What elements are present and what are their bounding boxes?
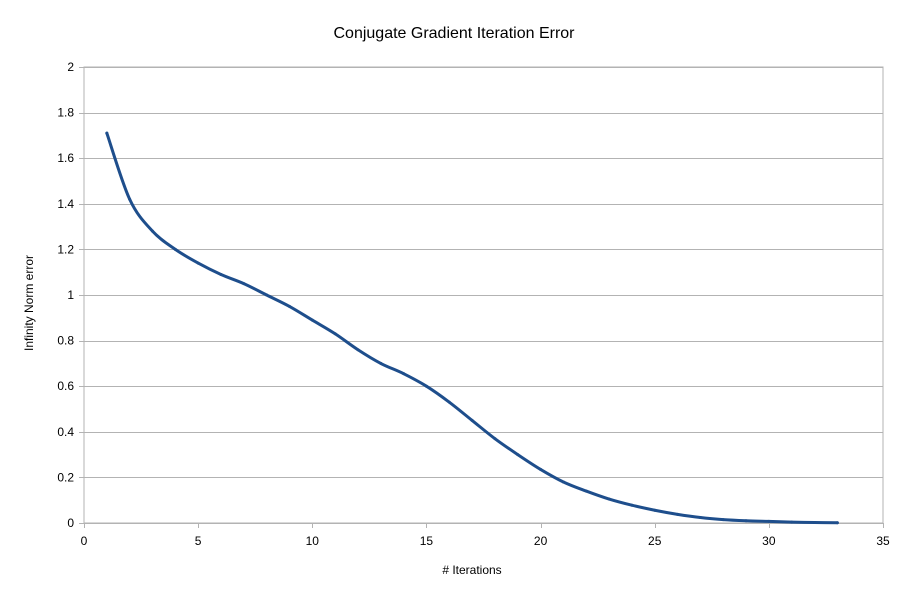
x-tick-label: 10 [306, 534, 320, 548]
x-tick-label: 0 [81, 534, 88, 548]
data-point [128, 197, 132, 201]
y-tick-label: 2 [67, 60, 74, 74]
data-point [516, 453, 520, 457]
y-tick-label: 0.6 [57, 379, 74, 393]
series-line [105, 131, 839, 525]
grid-layer [84, 67, 883, 524]
data-point [196, 261, 200, 265]
data-point [813, 521, 817, 525]
data-point [242, 282, 246, 286]
y-tick-label: 0 [67, 516, 74, 530]
data-point [333, 332, 337, 336]
data-point [470, 418, 474, 422]
x-tick-label: 5 [195, 534, 202, 548]
data-point [105, 131, 109, 135]
y-tick-label: 0.4 [57, 425, 74, 439]
x-tick-label: 35 [876, 534, 890, 548]
data-point [630, 503, 634, 507]
data-point [287, 304, 291, 308]
data-point [835, 521, 839, 525]
y-tick-label: 0.2 [57, 470, 74, 484]
data-point [607, 497, 611, 501]
y-axis-label: Infinity Norm error [22, 255, 36, 351]
data-point [744, 519, 748, 523]
data-point [447, 400, 451, 404]
data-point [790, 520, 794, 524]
data-point [584, 489, 588, 493]
data-point [219, 272, 223, 276]
data-point [653, 508, 657, 512]
data-point [424, 384, 428, 388]
data-point [698, 516, 702, 520]
x-tick-label: 15 [420, 534, 434, 548]
y-tick-label: 0.8 [57, 334, 74, 348]
data-point [561, 480, 565, 484]
y-tick-label: 1.8 [57, 106, 74, 120]
data-point [676, 512, 680, 516]
y-tick-label: 1.4 [57, 197, 74, 211]
y-tick-label: 1.2 [57, 242, 74, 256]
x-tick-label: 25 [648, 534, 662, 548]
x-axis: 0 5 10 15 20 25 30 35 [81, 523, 890, 548]
series-layer [105, 131, 839, 525]
data-point [493, 437, 497, 441]
data-point [265, 293, 269, 297]
y-tick-label: 1.6 [57, 151, 74, 165]
x-axis-label: # Iterations [442, 563, 501, 577]
data-point [150, 229, 154, 233]
data-point [310, 318, 314, 322]
data-point [379, 361, 383, 365]
y-axis: 0 0.2 0.4 0.6 0.8 1 1.2 1.4 1.6 1.8 2 [57, 60, 84, 530]
data-point [721, 518, 725, 522]
data-point [539, 467, 543, 471]
data-point [402, 372, 406, 376]
x-tick-label: 20 [534, 534, 548, 548]
data-point [356, 348, 360, 352]
data-point [173, 247, 177, 251]
chart-title: Conjugate Gradient Iteration Error [333, 25, 575, 42]
y-tick-label: 1 [67, 288, 74, 302]
data-point [767, 519, 771, 523]
x-tick-label: 30 [762, 534, 776, 548]
